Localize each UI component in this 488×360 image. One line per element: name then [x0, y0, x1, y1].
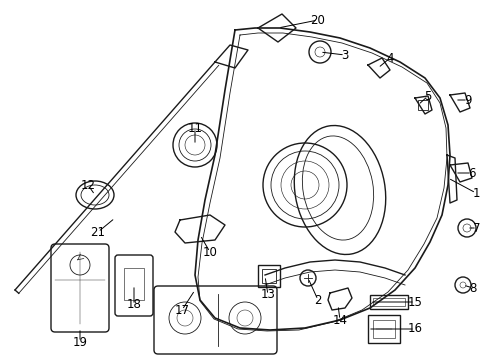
Text: 6: 6 — [468, 166, 475, 180]
Text: 11: 11 — [187, 122, 202, 135]
Text: 1: 1 — [471, 186, 479, 199]
Text: 9: 9 — [463, 94, 471, 107]
Text: 4: 4 — [386, 51, 393, 64]
Text: 14: 14 — [332, 314, 347, 327]
Text: 10: 10 — [202, 246, 217, 258]
Bar — [124, 268, 143, 300]
Text: 19: 19 — [72, 336, 87, 348]
Text: 2: 2 — [314, 293, 321, 306]
Text: 13: 13 — [260, 288, 275, 302]
Text: 7: 7 — [472, 221, 480, 234]
Text: 16: 16 — [407, 323, 422, 336]
Text: 15: 15 — [407, 296, 422, 309]
Bar — [369, 295, 407, 309]
Text: 8: 8 — [468, 282, 476, 294]
Text: 21: 21 — [90, 225, 105, 239]
Bar — [417, 100, 427, 110]
Bar — [372, 320, 394, 338]
Bar — [372, 298, 404, 306]
Text: 17: 17 — [174, 303, 189, 316]
Text: 3: 3 — [341, 49, 348, 62]
Text: 12: 12 — [81, 179, 95, 192]
Bar — [262, 269, 275, 283]
Text: 20: 20 — [310, 14, 325, 27]
Text: 18: 18 — [126, 298, 141, 311]
Bar — [367, 315, 399, 343]
Text: 5: 5 — [424, 90, 431, 103]
Bar — [258, 265, 280, 287]
